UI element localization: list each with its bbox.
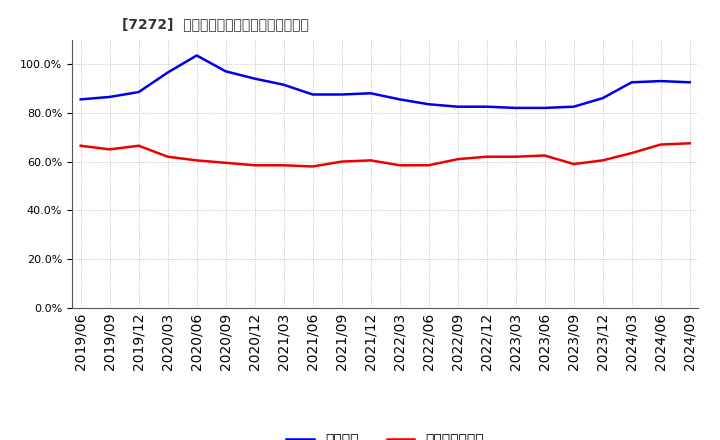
固定長期適合率 (454, 157, 462, 162)
Line: 固定比率: 固定比率 (81, 55, 690, 108)
固定比率 (251, 76, 259, 81)
固定比率 (163, 70, 172, 75)
固定比率 (685, 80, 694, 85)
固定比率 (570, 104, 578, 109)
固定比率 (454, 104, 462, 109)
Text: [7272]  固定比率、固定長期適合率の推移: [7272] 固定比率、固定長期適合率の推移 (122, 18, 309, 32)
Line: 固定長期適合率: 固定長期適合率 (81, 143, 690, 166)
固定比率 (482, 104, 491, 109)
固定比率 (76, 97, 85, 102)
固定長期適合率 (251, 163, 259, 168)
固定比率 (192, 53, 201, 58)
固定比率 (395, 97, 404, 102)
固定比率 (338, 92, 346, 97)
固定比率 (511, 105, 520, 110)
固定長期適合率 (627, 150, 636, 156)
固定比率 (598, 95, 607, 101)
固定長期適合率 (135, 143, 143, 148)
固定長期適合率 (163, 154, 172, 159)
固定長期適合率 (541, 153, 549, 158)
固定長期適合率 (685, 141, 694, 146)
固定比率 (627, 80, 636, 85)
固定比率 (657, 78, 665, 84)
固定比率 (424, 102, 433, 107)
固定比率 (105, 94, 114, 99)
固定長期適合率 (308, 164, 317, 169)
固定長期適合率 (657, 142, 665, 147)
固定長期適合率 (598, 158, 607, 163)
Legend: 固定比率, 固定長期適合率: 固定比率, 固定長期適合率 (281, 428, 490, 440)
固定比率 (135, 89, 143, 95)
固定比率 (279, 82, 288, 88)
固定長期適合率 (511, 154, 520, 159)
固定長期適合率 (338, 159, 346, 164)
固定長期適合率 (221, 160, 230, 165)
固定比率 (221, 69, 230, 74)
固定比率 (366, 91, 375, 96)
固定長期適合率 (424, 163, 433, 168)
固定長期適合率 (192, 158, 201, 163)
固定長期適合率 (395, 163, 404, 168)
固定比率 (541, 105, 549, 110)
固定長期適合率 (482, 154, 491, 159)
固定長期適合率 (366, 158, 375, 163)
固定比率 (308, 92, 317, 97)
固定長期適合率 (570, 161, 578, 167)
固定長期適合率 (76, 143, 85, 148)
固定長期適合率 (105, 147, 114, 152)
固定長期適合率 (279, 163, 288, 168)
